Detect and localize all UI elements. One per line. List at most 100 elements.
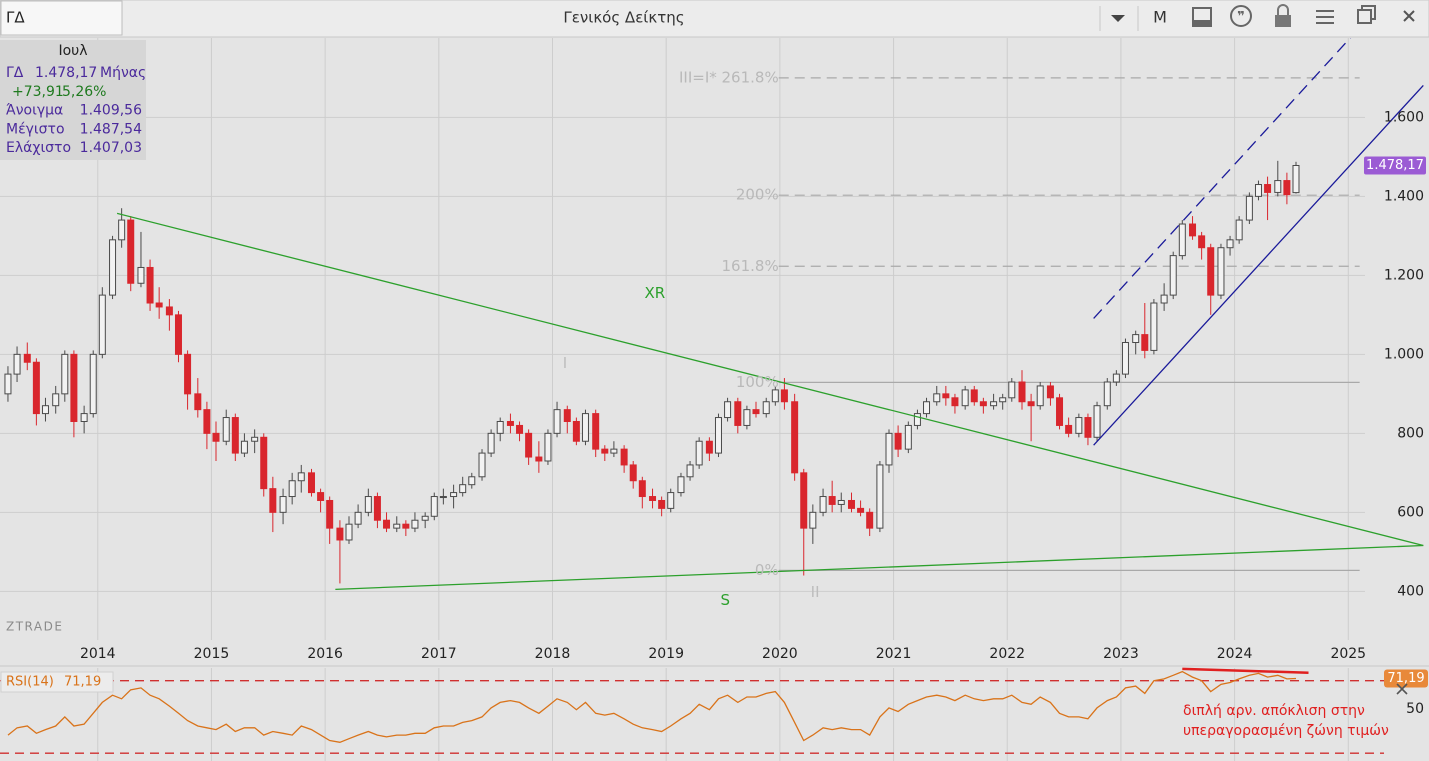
close-button[interactable]: [1403, 10, 1415, 22]
dropdown-button[interactable]: [1111, 15, 1125, 22]
candle-body: [89, 353, 97, 415]
candle-body: [516, 424, 524, 434]
y-tick-label: 1.600: [1384, 109, 1424, 125]
rsi-close[interactable]: [1396, 683, 1408, 695]
info-text: Μήνας: [100, 65, 146, 81]
menu-button[interactable]: [1316, 10, 1334, 24]
candle-body: [592, 413, 600, 450]
candle-body: [1075, 417, 1083, 434]
period-button[interactable]: M: [1153, 8, 1167, 27]
candle-body: [1189, 223, 1197, 237]
candle-body: [194, 393, 202, 411]
candle-body: [450, 492, 458, 498]
candle-body: [1198, 235, 1206, 249]
layout-icon: [1193, 20, 1211, 26]
candle-body: [212, 432, 220, 442]
candle-body: [336, 527, 344, 541]
info-texts: Ιουλ ΓΔ 1.478,17 Μήνας +73,915,26% Άνοιγμα 1.4…: [6, 43, 146, 156]
trendline: [116, 212, 1424, 547]
candle-body: [4, 373, 12, 395]
candle-body: [1112, 373, 1120, 383]
candle-body: [137, 266, 145, 284]
candle-body: [109, 239, 117, 296]
candle-body: [174, 314, 182, 355]
candle-body: [1132, 334, 1140, 344]
chart-annotation: S: [721, 591, 731, 609]
candle-body: [942, 393, 950, 399]
x-tick-label: 2016: [307, 646, 343, 662]
candle-body: [979, 401, 987, 407]
restore-icon: [1361, 5, 1376, 20]
candle-body: [468, 476, 476, 486]
candle-body: [686, 464, 694, 478]
candle-body: [222, 417, 230, 442]
candle-body: [1093, 405, 1101, 438]
trendline: [1093, 38, 1352, 319]
info-text: +73,91: [12, 84, 64, 100]
current-price-label: 1.478,17: [1366, 158, 1424, 173]
info-panel: [0, 40, 146, 160]
x-tick-label: 2024: [1217, 646, 1253, 662]
candle-body: [1207, 247, 1215, 296]
candle-body: [1018, 381, 1026, 403]
candle-body: [1160, 294, 1168, 304]
candle-body: [478, 452, 486, 478]
candle-body: [23, 353, 31, 363]
candle-body: [525, 432, 533, 458]
fib-label: III=I* 261.8%: [679, 68, 779, 86]
candle-body: [800, 472, 808, 529]
candle-body: [695, 440, 703, 466]
candle-body: [487, 432, 495, 454]
x-tick-label: 2015: [194, 646, 230, 662]
symbol-input[interactable]: [0, 0, 123, 36]
candle-body: [1235, 219, 1243, 241]
divergence-line: [1182, 667, 1309, 674]
restore-button[interactable]: [1357, 9, 1372, 24]
x-tick-label: 2018: [535, 646, 571, 662]
toolbar: [0, 0, 1429, 38]
candle-body: [118, 219, 126, 241]
candle-body: [297, 472, 305, 482]
info-text: Άνοιγμα: [6, 103, 63, 119]
fib-label: 100%: [736, 373, 779, 391]
info-text: 1.487,54: [80, 121, 142, 137]
candle-body: [970, 389, 978, 403]
candle-body: [402, 523, 410, 529]
candle-body: [819, 496, 827, 513]
candle-body: [459, 484, 467, 494]
x-tick-label: 2019: [648, 646, 684, 662]
candle-body: [904, 424, 912, 450]
candle-body: [990, 401, 998, 407]
rsi-note: υπεραγορασμένη ζώνη τιμών: [1183, 723, 1389, 739]
candle-body: [240, 440, 248, 454]
candle-body: [847, 499, 855, 509]
info-text: 1.409,56: [80, 103, 142, 119]
candle-body: [563, 409, 571, 422]
candle-body: [345, 523, 353, 541]
candle-body: [1150, 302, 1158, 351]
watermark: ZTRADE: [6, 620, 63, 634]
info-text: 1.407,03: [80, 140, 142, 156]
price-marks: [4, 38, 1424, 590]
lock-button[interactable]: [1275, 15, 1291, 27]
candle-body: [288, 480, 296, 498]
trendline: [1093, 84, 1424, 446]
candle-body: [1226, 239, 1234, 249]
candle-body: [734, 401, 742, 426]
rsi-legend-bg: [0, 671, 114, 693]
toolbar-title: Γενικός Δείκτης: [563, 9, 684, 27]
y-tick-label: 800: [1397, 425, 1424, 441]
comment-button[interactable]: [1230, 5, 1252, 27]
candle-body: [1169, 255, 1177, 296]
candle-body: [260, 436, 268, 490]
candle-body: [658, 499, 666, 509]
candle-body: [127, 219, 135, 284]
candle-body: [1245, 195, 1253, 221]
candle-body: [1084, 417, 1092, 438]
candle-body: [828, 496, 836, 505]
candle-body: [857, 507, 865, 513]
candle-body: [80, 413, 88, 422]
candle-body: [496, 420, 504, 434]
candle-body: [393, 523, 401, 529]
